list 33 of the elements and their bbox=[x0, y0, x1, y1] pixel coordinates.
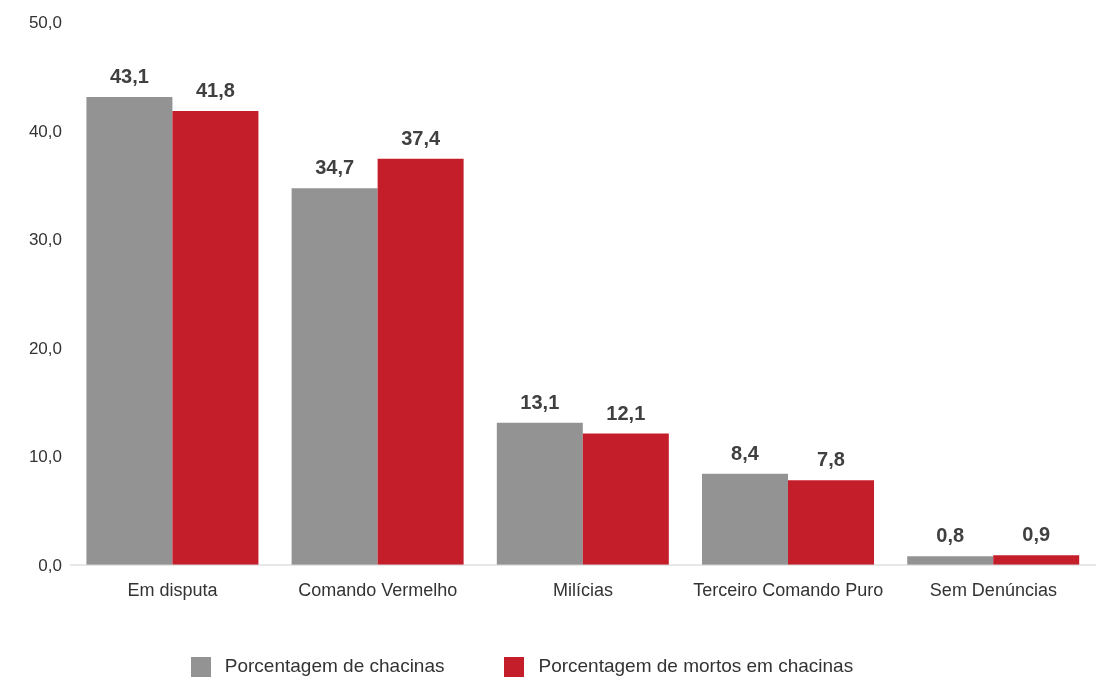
data-label: 37,4 bbox=[401, 126, 441, 149]
data-label: 12,1 bbox=[606, 401, 646, 424]
legend-label: Porcentagem de chacinas bbox=[224, 655, 445, 676]
x-tick-label: Comando Vermelho bbox=[298, 579, 458, 600]
bar bbox=[377, 158, 464, 565]
legend-label: Porcentagem de mortos em chacinas bbox=[538, 655, 854, 676]
data-label: 0,8 bbox=[936, 524, 965, 547]
y-tick-label: 10,0 bbox=[28, 447, 62, 467]
data-label: 43,1 bbox=[109, 64, 149, 87]
y-tick-label: 20,0 bbox=[28, 338, 62, 358]
x-tick-label: Sem Denúncias bbox=[929, 579, 1057, 600]
data-label: 34,7 bbox=[315, 156, 355, 179]
y-tick-label: 0,0 bbox=[38, 556, 62, 576]
bar bbox=[291, 188, 378, 565]
bar bbox=[172, 111, 259, 565]
bar bbox=[582, 433, 669, 565]
data-label: 7,8 bbox=[817, 448, 845, 471]
bar bbox=[907, 556, 994, 565]
y-tick-label: 50,0 bbox=[28, 13, 62, 33]
bar bbox=[702, 473, 789, 565]
bar bbox=[788, 480, 875, 565]
bar bbox=[496, 422, 583, 565]
x-tick-label: Milícias bbox=[552, 579, 614, 600]
data-label: 8,4 bbox=[731, 441, 760, 464]
y-tick-label: 40,0 bbox=[28, 121, 62, 141]
bar bbox=[993, 555, 1080, 565]
y-tick-label: 30,0 bbox=[28, 230, 62, 250]
data-label: 0,9 bbox=[1022, 523, 1051, 546]
bar bbox=[86, 96, 173, 565]
x-tick-label: Em disputa bbox=[127, 579, 219, 600]
data-label: 41,8 bbox=[195, 79, 235, 102]
x-tick-label: Terceiro Comando Puro bbox=[693, 579, 884, 600]
data-label: 13,1 bbox=[520, 390, 560, 413]
